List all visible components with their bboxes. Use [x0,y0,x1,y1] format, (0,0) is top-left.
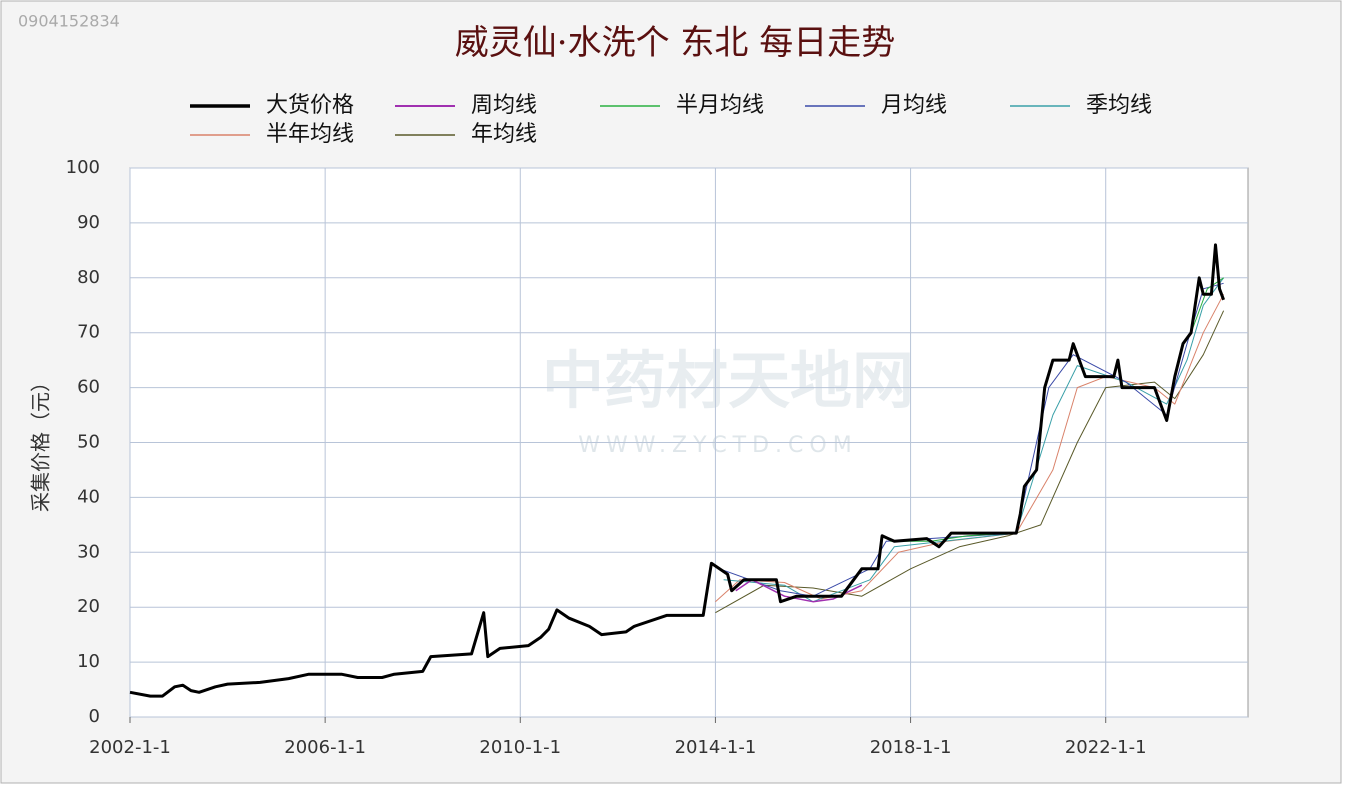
y-tick-label: 70 [77,322,100,343]
watermark: 中药材天地网 [542,344,914,417]
x-tick-label: 2006-1-1 [284,737,366,758]
legend-label: 年均线 [471,122,537,147]
legend-label: 半年均线 [266,122,354,147]
y-tick-label: 60 [77,377,100,398]
y-tick-label: 30 [77,541,100,562]
x-tick-label: 2018-1-1 [870,737,952,758]
y-tick-label: 50 [77,432,100,453]
y-tick-label: 80 [77,267,100,288]
legend-label: 月均线 [881,93,947,118]
y-tick-label: 100 [66,157,100,178]
x-tick-label: 2010-1-1 [479,737,561,758]
y-tick-label: 40 [77,486,100,507]
legend-label: 大货价格 [266,93,354,118]
chart-title: 威灵仙·水洗个 东北 每日走势 [455,23,895,63]
series-line [129,243,1226,698]
y-tick-label: 90 [77,212,100,233]
x-tick-label: 2014-1-1 [675,737,757,758]
watermark: WWW.ZYCTD.COM [578,433,857,458]
legend-label: 半月均线 [676,93,764,118]
y-tick-label: 20 [77,596,100,617]
stamp: 0904152834 [18,12,120,31]
y-axis-label: 采集价格（元） [29,372,53,512]
y-tick-label: 10 [77,651,100,672]
x-tick-label: 2022-1-1 [1065,737,1147,758]
legend-label: 季均线 [1086,93,1152,118]
legend-label: 周均线 [471,93,537,118]
y-tick-label: 0 [89,706,100,727]
x-tick-label: 2002-1-1 [89,737,171,758]
